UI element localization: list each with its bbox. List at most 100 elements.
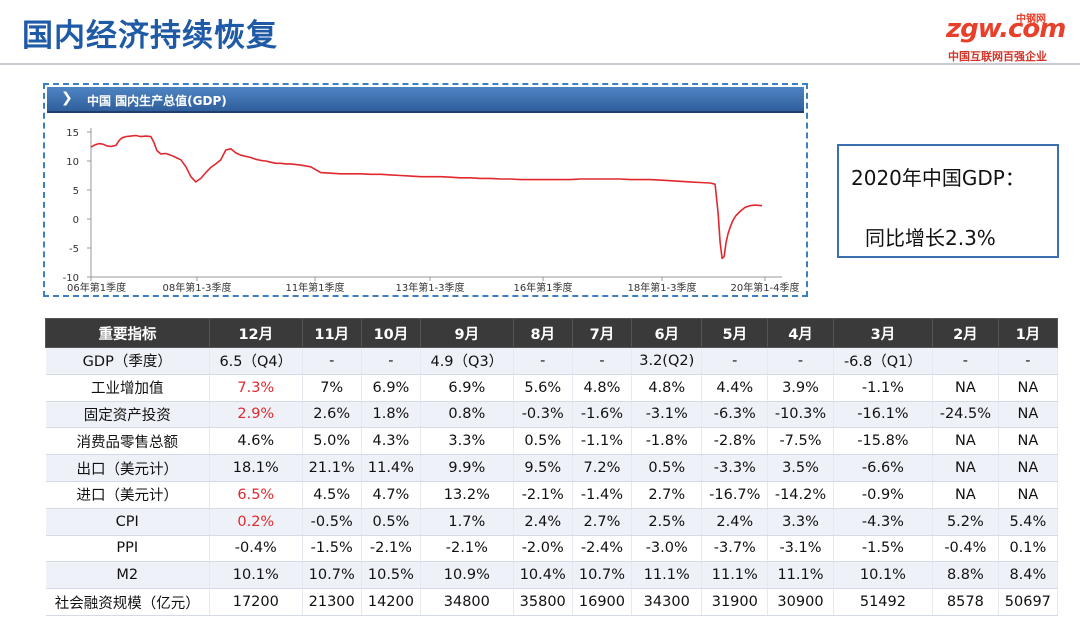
table-cell: -1.5% — [302, 535, 362, 563]
table-cell: 0.8% — [420, 401, 514, 429]
table-cell: 13.2% — [420, 481, 514, 509]
chart-header: ❯ 中国 国内生产总值(GDP) — [47, 87, 804, 113]
table-cell: -3.7% — [701, 535, 769, 563]
table-cell: 3.2(Q2) — [631, 347, 703, 375]
table-cell: -2.1% — [420, 535, 514, 563]
table-cell: 3.5% — [767, 454, 834, 482]
header-month: 8月 — [512, 318, 573, 348]
table-cell: -0.4% — [932, 535, 999, 563]
table-cell: 9.9% — [420, 454, 514, 482]
table-cell: 3.9% — [767, 374, 834, 402]
x-tick-label: 06年第1季度 — [67, 281, 126, 294]
table-cell: 4.4% — [701, 374, 769, 402]
table-row: M2 10.1% 10.7% 10.5% 10.9% 10.4% 10.7% 11.1% 11.… — [45, 561, 1059, 590]
table-cell: 9.5% — [513, 454, 573, 482]
table-cell: 2.5% — [631, 508, 703, 536]
table-cell: 4.6% — [209, 427, 303, 456]
y-tick-label: 10 — [66, 157, 79, 168]
logo-wordmark: zgw.com — [946, 14, 1066, 44]
table-cell: - — [513, 347, 573, 375]
table-cell: -0.3% — [513, 401, 573, 429]
table-cell: NA — [998, 427, 1059, 456]
row-label: GDP（季度） — [45, 347, 210, 375]
table-cell: NA — [932, 427, 999, 456]
table-cell: 2.4% — [701, 508, 769, 536]
table-cell: NA — [998, 481, 1059, 509]
table-row: 社会融资规模（亿元） 17200 21300 14200 34800 35800 16900… — [45, 588, 1059, 616]
y-tick-label: -10 — [63, 273, 79, 284]
table-cell: 6.5% — [209, 481, 303, 509]
y-tick-label: 5 — [73, 186, 79, 197]
table-cell: -0.5% — [302, 508, 362, 536]
table-cell: 8.4% — [998, 561, 1059, 590]
table-cell: 6.9% — [420, 374, 514, 402]
table-cell: -4.3% — [833, 508, 934, 536]
x-tick-label: 13年第1-3季度 — [395, 281, 464, 294]
table-row: 消费品零售总额 4.6% 5.0% 4.3% 3.3% 0.5% -1.1% -1.8% -2.… — [45, 427, 1059, 456]
table-cell: 10.5% — [361, 561, 422, 590]
table-cell: 17200 — [209, 588, 303, 616]
table-cell: -3.0% — [631, 535, 703, 563]
table-cell: 4.8% — [572, 374, 633, 402]
table-cell: 14200 — [361, 588, 422, 616]
row-label: 消费品零售总额 — [45, 427, 210, 456]
table-cell: 4.9（Q3） — [420, 347, 514, 375]
table-row: 固定资产投资 2.9% 2.6% 1.8% 0.8% -0.3% -1.6% -3.1% -6.… — [45, 401, 1059, 429]
gdp-chart-panel: ❯ 中国 国内生产总值(GDP) 15 10 5 0 -5 -10 06年第1季度 08年第1… — [43, 83, 808, 297]
table-cell: -2.4% — [572, 535, 633, 563]
y-tick-label: -5 — [69, 244, 79, 255]
table-cell: -6.6% — [833, 454, 934, 482]
table-cell: -10.3% — [767, 401, 834, 429]
row-label: PPI — [45, 535, 210, 563]
table-row: CPI 0.2% -0.5% 0.5% 1.7% 2.4% 2.7% 2.5% 2.4% 3.3%… — [45, 508, 1059, 536]
table-cell: 7% — [302, 374, 362, 402]
header-month: 5月 — [701, 318, 769, 348]
table-cell: 8578 — [932, 588, 999, 616]
table-cell: -7.5% — [767, 427, 834, 456]
table-cell: NA — [998, 454, 1059, 482]
table-cell: 2.9% — [209, 401, 303, 429]
table-cell: 0.1% — [998, 535, 1059, 563]
table-cell: 1.8% — [361, 401, 422, 429]
table-header-row: 重要指标 12月 11月 10月 9月 8月 7月 6月 5月 4月 3月 2月 1月 — [45, 318, 1059, 348]
table-cell: 16900 — [572, 588, 633, 616]
header-month: 3月 — [832, 318, 934, 348]
table-cell: -3.1% — [631, 401, 703, 429]
table-cell: 11.1% — [631, 561, 703, 590]
table-cell: -0.9% — [833, 481, 934, 509]
table-cell: -2.8% — [701, 427, 769, 456]
table-cell: 7.3% — [209, 374, 303, 402]
table-cell: -3.3% — [701, 454, 769, 482]
table-cell: 3.3% — [420, 427, 514, 456]
table-row: GDP（季度） 6.5（Q4） - -4.9（Q3） - -3.2(Q2) - - -6.8（Q… — [45, 347, 1059, 375]
header-month: 1月 — [997, 318, 1059, 348]
table-cell: - — [361, 347, 422, 375]
table-cell: -16.7% — [701, 481, 769, 509]
table-cell: 21300 — [302, 588, 362, 616]
page-title: 国内经济持续恢复 — [22, 18, 278, 54]
chevron-right-icon: ❯ — [61, 90, 73, 106]
table-cell: 31900 — [701, 588, 769, 616]
table-cell: 4.7% — [361, 481, 422, 509]
table-cell: 2.7% — [572, 508, 633, 536]
table-cell: 10.1% — [209, 561, 303, 590]
callout-heading: 2020年中国GDP： — [851, 166, 1025, 190]
title-divider — [0, 63, 1080, 65]
table-cell: 2.7% — [631, 481, 703, 509]
header-month: 9月 — [420, 318, 514, 348]
table-cell: - — [302, 347, 362, 375]
table-cell: - — [572, 347, 633, 375]
table-row: 出口（美元计） 18.1% 21.1% 11.4% 9.9% 9.5% 7.2% 0.5% -3… — [45, 454, 1059, 482]
table-cell: -2.0% — [513, 535, 573, 563]
table-cell: - — [701, 347, 769, 375]
table-cell: 5.4% — [998, 508, 1059, 536]
table-cell: -2.1% — [361, 535, 422, 563]
table-cell: 10.9% — [420, 561, 514, 590]
header-month: 2月 — [932, 318, 999, 348]
table-cell: 1.7% — [420, 508, 514, 536]
chart-title: 中国 国内生产总值(GDP) — [87, 94, 227, 108]
header-month: 12月 — [209, 318, 303, 348]
table-cell: - — [998, 347, 1059, 375]
table-cell: 18.1% — [209, 454, 303, 482]
table-cell: -1.8% — [631, 427, 703, 456]
